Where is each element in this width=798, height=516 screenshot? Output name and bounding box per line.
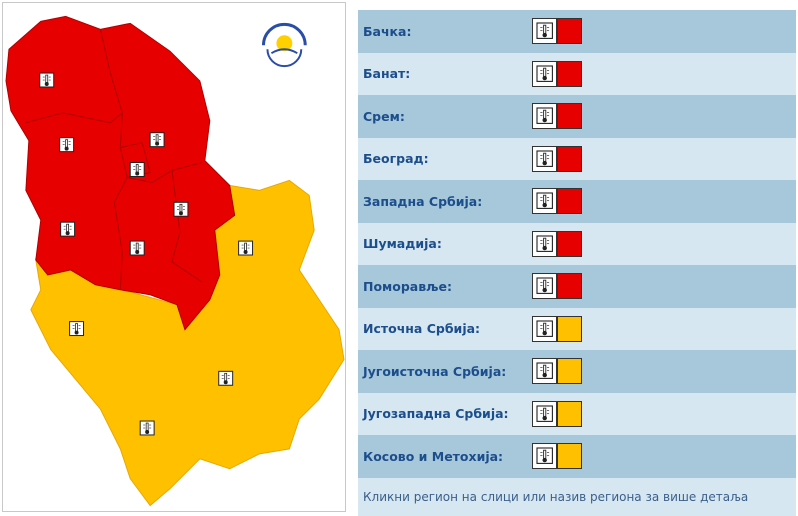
region-row[interactable]: Срем: bbox=[358, 95, 796, 138]
warning-indicator bbox=[532, 230, 582, 257]
map-icon[interactable] bbox=[238, 240, 254, 256]
map-icon[interactable] bbox=[59, 137, 75, 153]
region-name[interactable]: Банат: bbox=[363, 66, 411, 82]
warning-indicator bbox=[532, 400, 582, 427]
warning-indicator bbox=[532, 443, 582, 469]
map-icon[interactable] bbox=[173, 201, 189, 217]
region-row[interactable]: Косово и Метохија: bbox=[358, 435, 796, 478]
region-row[interactable]: Источна Србија: bbox=[358, 307, 796, 350]
region-row[interactable]: Југоисточна Србија: bbox=[358, 350, 796, 393]
map-area-north[interactable] bbox=[5, 15, 236, 331]
footer-note: Кликни регион на слици или назив региона… bbox=[358, 477, 796, 516]
region-name[interactable]: Источна Србија: bbox=[363, 321, 481, 337]
region-row[interactable]: Западна Србија: bbox=[358, 180, 796, 223]
map-icon[interactable] bbox=[39, 72, 55, 88]
warning-indicator bbox=[532, 103, 582, 129]
warning-indicator bbox=[532, 60, 582, 87]
map-icon[interactable] bbox=[218, 370, 234, 386]
warning-indicator bbox=[532, 18, 582, 44]
logo bbox=[259, 20, 310, 71]
warning-indicator bbox=[532, 188, 582, 214]
region-name[interactable]: Срем: bbox=[363, 108, 405, 124]
warning-indicator bbox=[532, 315, 582, 342]
map-icon[interactable] bbox=[149, 132, 165, 148]
region-name[interactable]: Бачка: bbox=[363, 23, 412, 39]
region-row[interactable]: Југозападна Србија: bbox=[358, 392, 796, 435]
region-row[interactable]: Бачка: bbox=[358, 10, 796, 53]
region-name[interactable]: Поморавље: bbox=[363, 278, 453, 294]
region-row[interactable]: Београд: bbox=[358, 137, 796, 180]
region-name[interactable]: Косово и Метохија: bbox=[363, 448, 504, 464]
warning-indicator bbox=[532, 273, 582, 299]
region-list: Бачка: Банат: Срем: Београд: Западна Србија:… bbox=[358, 10, 796, 516]
region-row[interactable]: Банат: bbox=[358, 52, 796, 95]
warning-indicator bbox=[532, 145, 582, 172]
region-name[interactable]: Београд: bbox=[363, 151, 429, 167]
region-name[interactable]: Западна Србија: bbox=[363, 193, 483, 209]
map-icon[interactable] bbox=[129, 162, 145, 177]
map-icon[interactable] bbox=[69, 321, 85, 337]
map-icon[interactable] bbox=[129, 240, 145, 256]
map bbox=[2, 2, 346, 512]
region-name[interactable]: Југозападна Србија: bbox=[363, 406, 509, 422]
region-row[interactable]: Шумадија: bbox=[358, 222, 796, 265]
region-row[interactable]: Поморавље: bbox=[358, 265, 796, 308]
map-icon[interactable] bbox=[139, 420, 155, 436]
map-icon[interactable] bbox=[60, 221, 76, 237]
warning-indicator bbox=[532, 358, 582, 384]
region-name[interactable]: Југоисточна Србија: bbox=[363, 363, 507, 379]
region-name[interactable]: Шумадија: bbox=[363, 236, 442, 252]
